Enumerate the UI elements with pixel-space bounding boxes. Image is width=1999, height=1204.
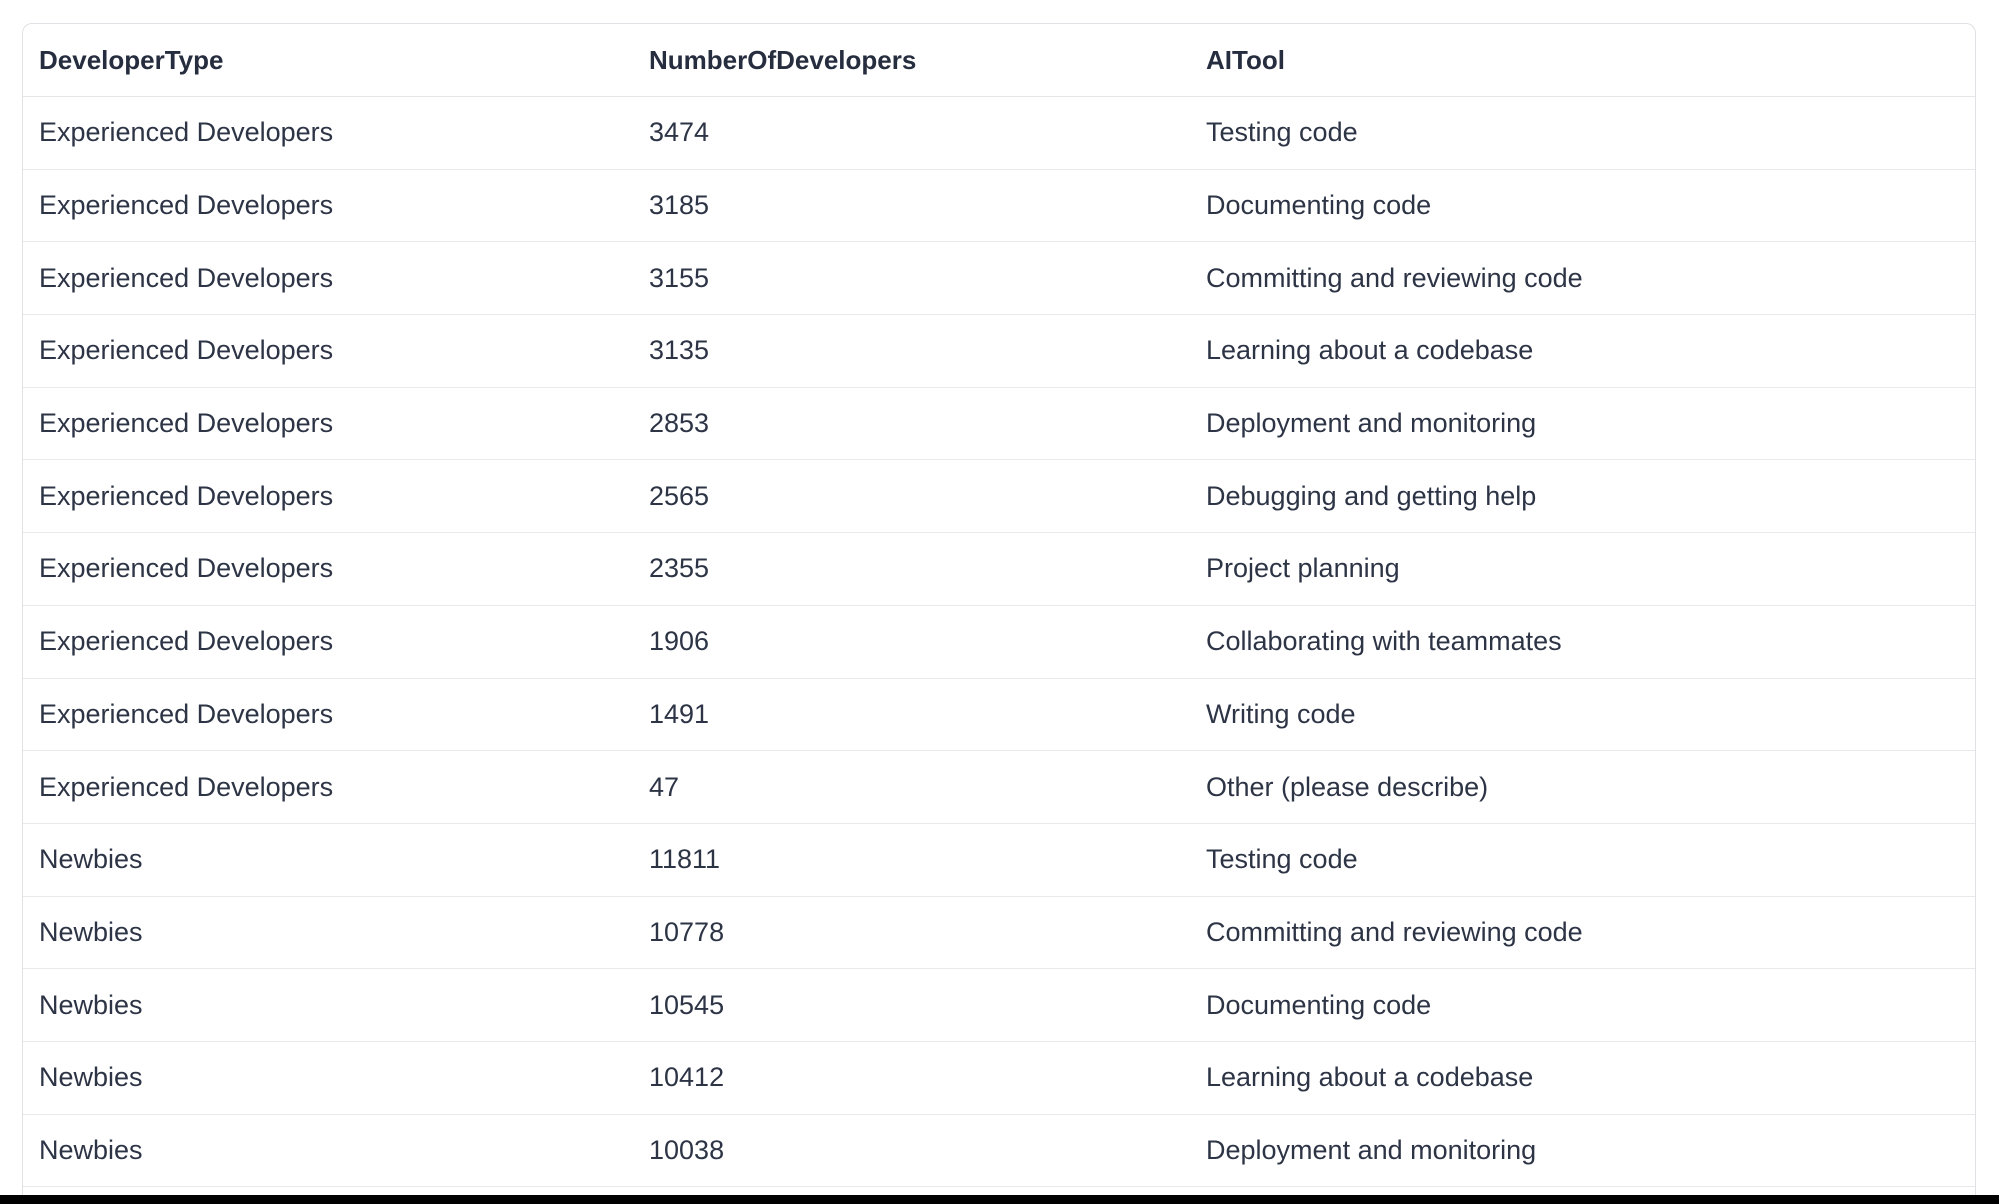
cell-number-of-developers: 10038 [633,1114,1190,1188]
cell-developer-type: Experienced Developers [23,241,633,316]
cell-ai-tool: Other (please describe) [1190,750,1975,824]
cell-number-of-developers: 3155 [633,241,1190,316]
cell-developer-type: Experienced Developers [23,678,633,752]
cell-ai-tool: Committing and reviewing code [1190,241,1975,316]
column-header-ai-tool: AITool [1190,24,1975,97]
cell-developer-type: Newbies [23,1114,633,1188]
cell-ai-tool: Learning about a codebase [1190,1041,1975,1115]
cell-ai-tool: Deployment and monitoring [1190,387,1975,461]
cell-ai-tool: Learning about a codebase [1190,314,1975,388]
cell-developer-type: Newbies [23,896,633,970]
data-table-card: DeveloperType NumberOfDevelopers AITool … [22,23,1976,1204]
cell-developer-type: Newbies [23,823,633,897]
cell-number-of-developers: 3135 [633,314,1190,388]
table-row: Newbies 10412 Learning about a codebase [23,1041,1975,1115]
cell-number-of-developers: 10412 [633,1041,1190,1115]
cell-ai-tool: Deployment and monitoring [1190,1114,1975,1188]
cell-number-of-developers: 2565 [633,459,1190,534]
table-row: Experienced Developers 3185 Documenting co… [23,169,1975,243]
cell-number-of-developers: 1491 [633,678,1190,752]
cell-number-of-developers: 11811 [633,823,1190,897]
column-header-number-of-developers: NumberOfDevelopers [633,24,1190,97]
cell-number-of-developers: 10778 [633,896,1190,970]
table-body: Experienced Developers 3474 Testing code Ex… [23,96,1975,1188]
table-row: Newbies 10545 Documenting code [23,968,1975,1042]
column-header-developer-type: DeveloperType [23,24,633,97]
cell-ai-tool: Testing code [1190,823,1975,897]
cell-developer-type: Experienced Developers [23,459,633,534]
cell-ai-tool: Documenting code [1190,169,1975,243]
table-row: Experienced Developers 2355 Project planni… [23,532,1975,606]
cell-number-of-developers: 3474 [633,96,1190,170]
table-row: Newbies 10778 Committing and reviewing cod… [23,896,1975,970]
cell-number-of-developers: 2853 [633,387,1190,461]
cell-number-of-developers: 47 [633,750,1190,824]
cell-number-of-developers: 1906 [633,605,1190,679]
table-row: Experienced Developers 1491 Writing code [23,678,1975,752]
table-row: Experienced Developers 1906 Collaborating … [23,605,1975,679]
cell-developer-type: Experienced Developers [23,532,633,606]
cell-ai-tool: Committing and reviewing code [1190,896,1975,970]
table-row: Experienced Developers 3474 Testing code [23,96,1975,170]
cell-ai-tool: Debugging and getting help [1190,459,1975,534]
table-row: Experienced Developers 47 Other (please de… [23,750,1975,824]
cell-developer-type: Newbies [23,968,633,1042]
cell-ai-tool: Collaborating with teammates [1190,605,1975,679]
cell-developer-type: Experienced Developers [23,387,633,461]
cell-number-of-developers: 2355 [633,532,1190,606]
table-header-row: DeveloperType NumberOfDevelopers AITool [23,24,1975,97]
cell-ai-tool: Writing code [1190,678,1975,752]
cell-number-of-developers: 10545 [633,968,1190,1042]
table-row: Newbies 11811 Testing code [23,823,1975,897]
table-row: Newbies 10038 Deployment and monitoring [23,1114,1975,1188]
cell-developer-type: Experienced Developers [23,96,633,170]
cell-ai-tool: Documenting code [1190,968,1975,1042]
cell-developer-type: Experienced Developers [23,750,633,824]
bottom-edge-bar [0,1195,1999,1204]
cell-developer-type: Experienced Developers [23,169,633,243]
data-table: DeveloperType NumberOfDevelopers AITool … [23,24,1975,1188]
table-row: Experienced Developers 3155 Committing and… [23,241,1975,316]
cell-ai-tool: Project planning [1190,532,1975,606]
cell-number-of-developers: 3185 [633,169,1190,243]
table-row: Experienced Developers 3135 Learning about… [23,314,1975,388]
table-row: Experienced Developers 2565 Debugging and … [23,459,1975,534]
cell-developer-type: Experienced Developers [23,314,633,388]
table-row: Experienced Developers 2853 Deployment and… [23,387,1975,461]
cell-ai-tool: Testing code [1190,96,1975,170]
cell-developer-type: Newbies [23,1041,633,1115]
cell-developer-type: Experienced Developers [23,605,633,679]
